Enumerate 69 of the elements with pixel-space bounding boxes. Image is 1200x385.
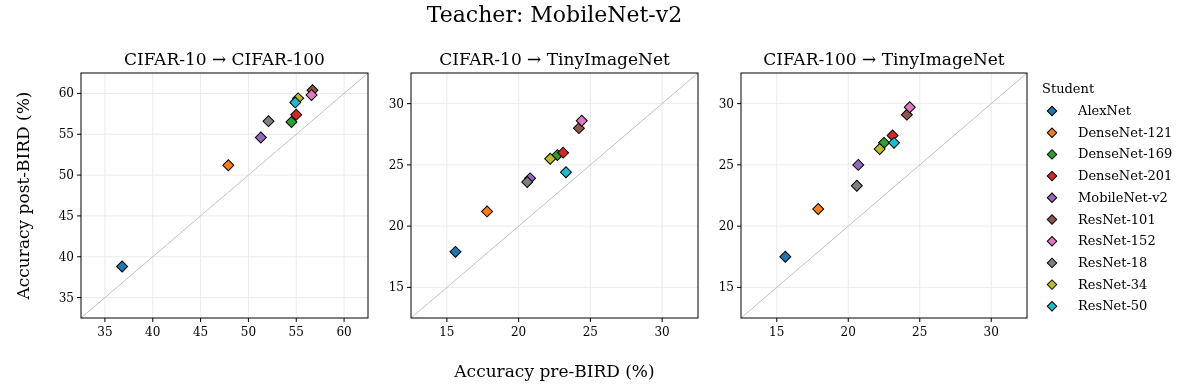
point [481,205,494,218]
x-tick-label: 60 [336,325,352,339]
x-tick-label: 15 [439,325,455,339]
legend-label: ResNet-50 [1078,298,1148,314]
chart-title: CIFAR-10 → CIFAR-100 [124,49,325,69]
chart-title: CIFAR-10 → TinyImageNet [439,49,670,69]
point [873,142,886,155]
point [900,108,913,121]
x-tick-label: 15 [769,325,785,339]
point [254,131,267,144]
point [888,136,900,149]
y-tick-label: 45 [58,208,74,223]
y-tick-label: 35 [58,290,74,305]
point [262,115,275,128]
y-tick-label: 15 [388,280,404,295]
point [305,89,318,102]
y-tick-label: 30 [388,96,404,111]
text: Teacher: MobileNet-v2 [426,2,683,27]
point [575,114,588,127]
x-tick-label: 30 [654,325,670,339]
y-tick-label: 55 [58,127,74,142]
x-tick-label: 45 [192,325,209,339]
point [560,166,572,179]
x-tick-label: 50 [240,325,257,339]
legend-label: ResNet-34 [1078,276,1148,292]
x-tick-label: 55 [288,325,304,339]
legend-label: DenseNet-121 [1078,124,1173,140]
legend-title: Student [1042,81,1095,96]
legend-label: DenseNet-201 [1078,168,1173,184]
x-tick-label: 35 [97,325,113,339]
y-tick-label: 20 [388,219,404,234]
point [222,159,235,172]
legend-label: ResNet-18 [1078,254,1148,270]
point [572,122,585,135]
x-tick-label: 20 [840,325,856,339]
y-axis-title: Accuracy post-BIRD (%) [13,91,33,301]
x-tick-label: 25 [912,325,928,339]
y-tick-label: 15 [718,280,734,295]
legend-label: AlexNet [1077,103,1132,118]
x-tick-label: 25 [582,325,599,339]
y-tick-label: 60 [58,86,74,101]
point [116,260,129,273]
y-tick-label: 50 [58,168,74,183]
chart-title: CIFAR-100 → TinyImageNet [763,49,1005,69]
point [290,108,303,121]
y-tick-label: 20 [718,219,734,234]
point [779,250,792,263]
x-tick-label: 40 [145,325,161,339]
legend-label: DenseNet-169 [1078,146,1173,162]
y-tick-label: 25 [718,157,734,172]
point [812,203,825,215]
point [289,96,302,109]
point [285,116,298,128]
x-axis-title: Accuracy pre-BIRD (%) [453,361,655,381]
legend-label: ResNet-152 [1078,233,1156,249]
point [850,179,863,192]
legend-label: MobileNet-v2 [1078,189,1168,205]
legend-label: ResNet-101 [1078,211,1156,227]
point [903,101,916,114]
x-tick-label: 30 [983,325,999,339]
y-tick-label: 25 [388,157,404,172]
point [521,176,534,188]
point [544,152,557,165]
y-tick-label: 30 [718,96,734,111]
point [852,158,865,171]
point [557,146,570,159]
y-tick-label: 40 [58,249,74,264]
x-tick-label: 20 [510,325,527,339]
point [449,245,462,258]
